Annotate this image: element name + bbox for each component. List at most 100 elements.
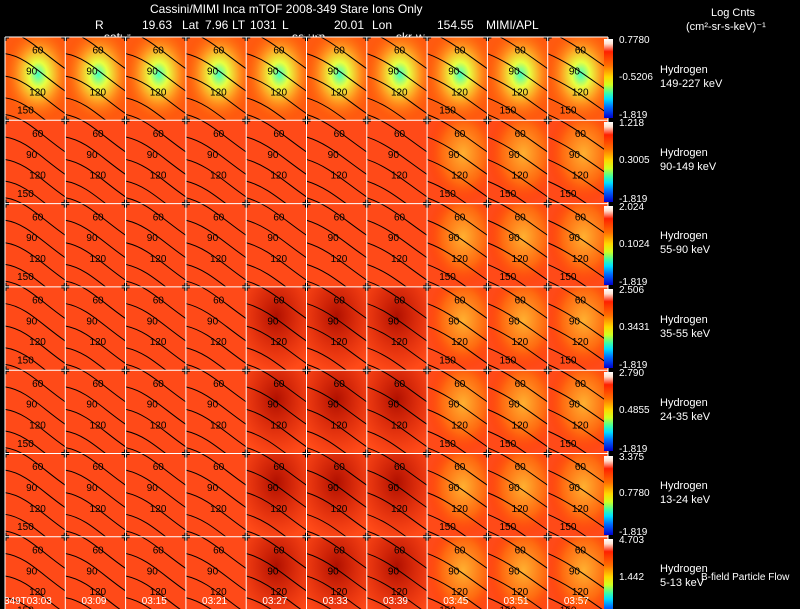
- contour-line: [366, 447, 428, 486]
- contour-line: [125, 113, 187, 153]
- contour-line: [547, 75, 609, 115]
- contour-label: 60: [153, 212, 165, 223]
- contour-label: 60: [273, 545, 285, 556]
- colorbar-min: -1.819: [619, 110, 648, 122]
- plot-title: Cassini/MIMI Inca mTOF 2008-349 Stare Io…: [150, 2, 423, 16]
- contour-label: 120: [270, 171, 287, 182]
- time-label: 03:27: [262, 596, 288, 607]
- contour-line: [487, 75, 548, 115]
- contour-label: 150: [17, 605, 34, 609]
- contour-line: [487, 492, 548, 531]
- colorbar-min: -1.819: [619, 526, 648, 538]
- contour-label: 90: [509, 316, 521, 327]
- contour-label: 120: [270, 337, 287, 348]
- contour-label: 60: [515, 296, 527, 307]
- heatmap-hotspot: [547, 536, 608, 609]
- contour-line: [426, 280, 488, 319]
- contour-line: [547, 114, 609, 153]
- contour-line: [426, 408, 488, 448]
- colorbar: [604, 122, 613, 202]
- contour-label: 150: [499, 356, 516, 367]
- contour-label: 90: [448, 566, 460, 577]
- contour-line: [185, 113, 247, 153]
- contour-label: 60: [32, 46, 44, 57]
- contour-line: [366, 325, 428, 364]
- contour-line: [185, 408, 247, 448]
- contour-line: [426, 325, 488, 364]
- contour-label: 120: [391, 504, 408, 515]
- contour-label: 120: [512, 254, 529, 265]
- contour-label: 90: [267, 483, 279, 494]
- contour-line: [65, 303, 126, 342]
- colorbar: [604, 39, 613, 119]
- contour-label: 150: [17, 356, 34, 367]
- contour-line: [487, 303, 548, 342]
- contour-line: [4, 552, 66, 592]
- contour-line: [125, 53, 187, 92]
- contour-label: 90: [147, 483, 159, 494]
- contour-line: [306, 242, 368, 281]
- contour-label: 120: [391, 171, 408, 182]
- contour-label: 90: [147, 66, 159, 77]
- contour-line: [487, 469, 548, 509]
- contour-line: [366, 552, 428, 592]
- contour-label: 60: [32, 129, 44, 140]
- contour-label: 60: [394, 212, 406, 223]
- l-value: 20.01: [334, 18, 365, 32]
- contour-line: [487, 363, 548, 403]
- contour-line: [487, 386, 548, 425]
- lon-value: 154.55: [437, 18, 474, 32]
- contour-line: [487, 158, 548, 198]
- contour-line: [366, 363, 428, 403]
- colorbar-mid: 0.3431: [619, 321, 650, 333]
- lt-label: LT: [232, 18, 246, 32]
- contour-label: 90: [328, 400, 340, 411]
- contour-label: 150: [499, 189, 516, 200]
- contour-line: [125, 136, 187, 175]
- contour-label: 120: [29, 171, 46, 182]
- contour-label: 60: [454, 462, 466, 473]
- contour-label: 90: [86, 566, 98, 577]
- contour-label: 120: [572, 504, 589, 515]
- contour-line: [246, 158, 307, 198]
- contour-line: [185, 597, 212, 609]
- contour-line: [185, 386, 247, 425]
- contour-line: [4, 30, 66, 70]
- contour-line: [547, 242, 609, 281]
- contour-line: [547, 303, 609, 342]
- row-energy: 24-35 keV: [660, 410, 711, 423]
- contour-label: 90: [448, 483, 460, 494]
- contour-line: [426, 242, 488, 281]
- contour-label: 120: [391, 421, 408, 432]
- contour-line: [547, 325, 609, 364]
- contour-label: 120: [391, 337, 408, 348]
- contour-label: 120: [210, 254, 227, 265]
- contour-label: 120: [210, 504, 227, 515]
- contour-line: [125, 597, 152, 609]
- contour-label: 90: [267, 400, 279, 411]
- contour-line: [426, 447, 488, 486]
- contour-line: [366, 492, 428, 531]
- contour-line: [366, 219, 428, 259]
- contour-label: 90: [388, 150, 400, 161]
- contour-label: 120: [512, 421, 529, 432]
- row-energy: 149-227 keV: [660, 77, 723, 90]
- contour-label: 150: [439, 605, 456, 609]
- contour-line: [4, 492, 66, 531]
- contour-line: [4, 280, 66, 319]
- lat-label: Lat: [182, 18, 199, 32]
- contour-line: [426, 53, 488, 92]
- contour-label: 60: [454, 545, 466, 556]
- contour-label: 60: [515, 129, 527, 140]
- contour-line: [547, 408, 609, 448]
- colorbar-max: 2.024: [619, 201, 645, 213]
- contour-line: [4, 530, 66, 569]
- contour-label: 150: [17, 439, 34, 450]
- contour-label: 90: [448, 316, 460, 327]
- contour-line: [4, 219, 66, 259]
- contour-label: 120: [270, 87, 287, 98]
- contour-label: 120: [512, 87, 529, 98]
- contour-label: 120: [391, 587, 408, 598]
- contour-label: 120: [150, 337, 167, 348]
- contour-label: 150: [439, 522, 456, 533]
